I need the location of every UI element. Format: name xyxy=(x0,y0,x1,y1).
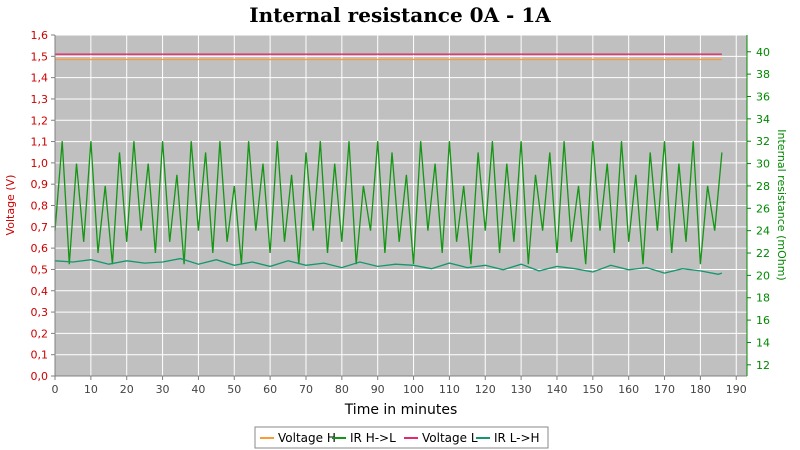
y-axis-left-label: Voltage (V) xyxy=(4,175,17,236)
x-tick-label: 120 xyxy=(475,383,496,396)
y-left-tick-label: 1,3 xyxy=(31,93,49,106)
y-left-tick-label: 0,1 xyxy=(31,349,49,362)
legend-label-ir-l-h: IR L->H xyxy=(494,431,540,445)
y-left-tick-label: 1,2 xyxy=(31,114,49,127)
x-axis-label: Time in minutes xyxy=(344,402,458,418)
x-tick-label: 0 xyxy=(52,383,59,396)
y-left-tick-label: 0,7 xyxy=(31,221,49,234)
y-left-tick-label: 1,1 xyxy=(31,136,49,149)
y-left-tick-label: 1,0 xyxy=(31,157,49,170)
y-right-tick-label: 38 xyxy=(756,68,770,81)
x-tick-label: 190 xyxy=(726,383,747,396)
legend-box xyxy=(254,426,549,449)
x-tick-label: 30 xyxy=(156,383,170,396)
legend: Voltage H IR H->L Voltage L IR L->H xyxy=(254,426,549,449)
y-left-tick-label: 0,8 xyxy=(31,200,49,213)
x-tick-label: 90 xyxy=(371,383,385,396)
series-layer xyxy=(54,53,723,275)
x-tick-label: 20 xyxy=(120,383,134,396)
y-left-tick-label: 1,6 xyxy=(31,29,49,42)
x-tick-label: 160 xyxy=(618,383,639,396)
legend-label-voltage-l: Voltage L xyxy=(422,431,478,445)
y-right-tick-label: 26 xyxy=(756,202,770,215)
y-right-tick-label: 32 xyxy=(756,135,770,148)
x-tick-label: 10 xyxy=(84,383,98,396)
x-tick-label: 40 xyxy=(191,383,205,396)
y-right-tick-label: 40 xyxy=(756,46,770,59)
y-left-tick-label: 0,3 xyxy=(31,306,49,319)
y-right-tick-label: 20 xyxy=(756,269,770,282)
x-tick-label: 180 xyxy=(690,383,711,396)
x-tick-label: 140 xyxy=(546,383,567,396)
x-tick-label: 70 xyxy=(299,383,313,396)
x-tick-label: 170 xyxy=(654,383,675,396)
chart-title: Internal resistance 0A - 1A xyxy=(249,3,551,27)
y-left-tick-label: 1,4 xyxy=(31,72,49,85)
y-right-tick-label: 24 xyxy=(756,225,770,238)
x-tick-label: 150 xyxy=(582,383,603,396)
right-axis: 12 14 16 18 20 22 24 26 28 30 32 34 36 38 40 xyxy=(746,35,770,376)
left-axis: 0,0 0,1 0,2 0,3 0,4 0,5 0,6 0,7 0,8 0,9 1,0 1,1 1,2 1… xyxy=(31,29,56,383)
legend-label-ir-h-l: IR H->L xyxy=(350,431,396,445)
x-tick-label: 100 xyxy=(403,383,424,396)
y-left-tick-label: 1,5 xyxy=(31,50,49,63)
y-right-tick-label: 18 xyxy=(756,292,770,305)
y-axis-right-label: Internal resistance (mOhm) xyxy=(775,129,788,280)
x-tick-label: 60 xyxy=(263,383,277,396)
y-right-tick-label: 12 xyxy=(756,359,770,372)
y-left-tick-label: 0,9 xyxy=(31,178,49,191)
x-axis: 0 10 20 30 40 50 60 70 80 90 100 110 120 130 140 150 160… xyxy=(52,375,747,396)
x-tick-label: 130 xyxy=(511,383,532,396)
y-left-tick-label: 0,4 xyxy=(31,285,49,298)
series-line-ir-h-l xyxy=(54,141,723,265)
x-tick-label: 80 xyxy=(335,383,349,396)
y-left-tick-label: 0,6 xyxy=(31,242,49,255)
y-left-tick-label: 0,5 xyxy=(31,263,49,276)
series-line-ir-l-h xyxy=(54,257,723,275)
y-right-tick-label: 28 xyxy=(756,180,770,193)
y-right-tick-label: 36 xyxy=(756,90,770,103)
y-right-tick-label: 34 xyxy=(756,113,770,126)
y-right-tick-label: 16 xyxy=(756,314,770,327)
y-left-tick-label: 0,2 xyxy=(31,327,49,340)
y-right-tick-label: 30 xyxy=(756,158,770,171)
y-right-tick-label: 14 xyxy=(756,336,770,349)
x-tick-label: 110 xyxy=(439,383,460,396)
y-right-tick-label: 22 xyxy=(756,247,770,260)
x-tick-label: 50 xyxy=(227,383,241,396)
legend-label-voltage-h: Voltage H xyxy=(278,431,336,445)
y-left-tick-label: 0,0 xyxy=(31,370,49,383)
